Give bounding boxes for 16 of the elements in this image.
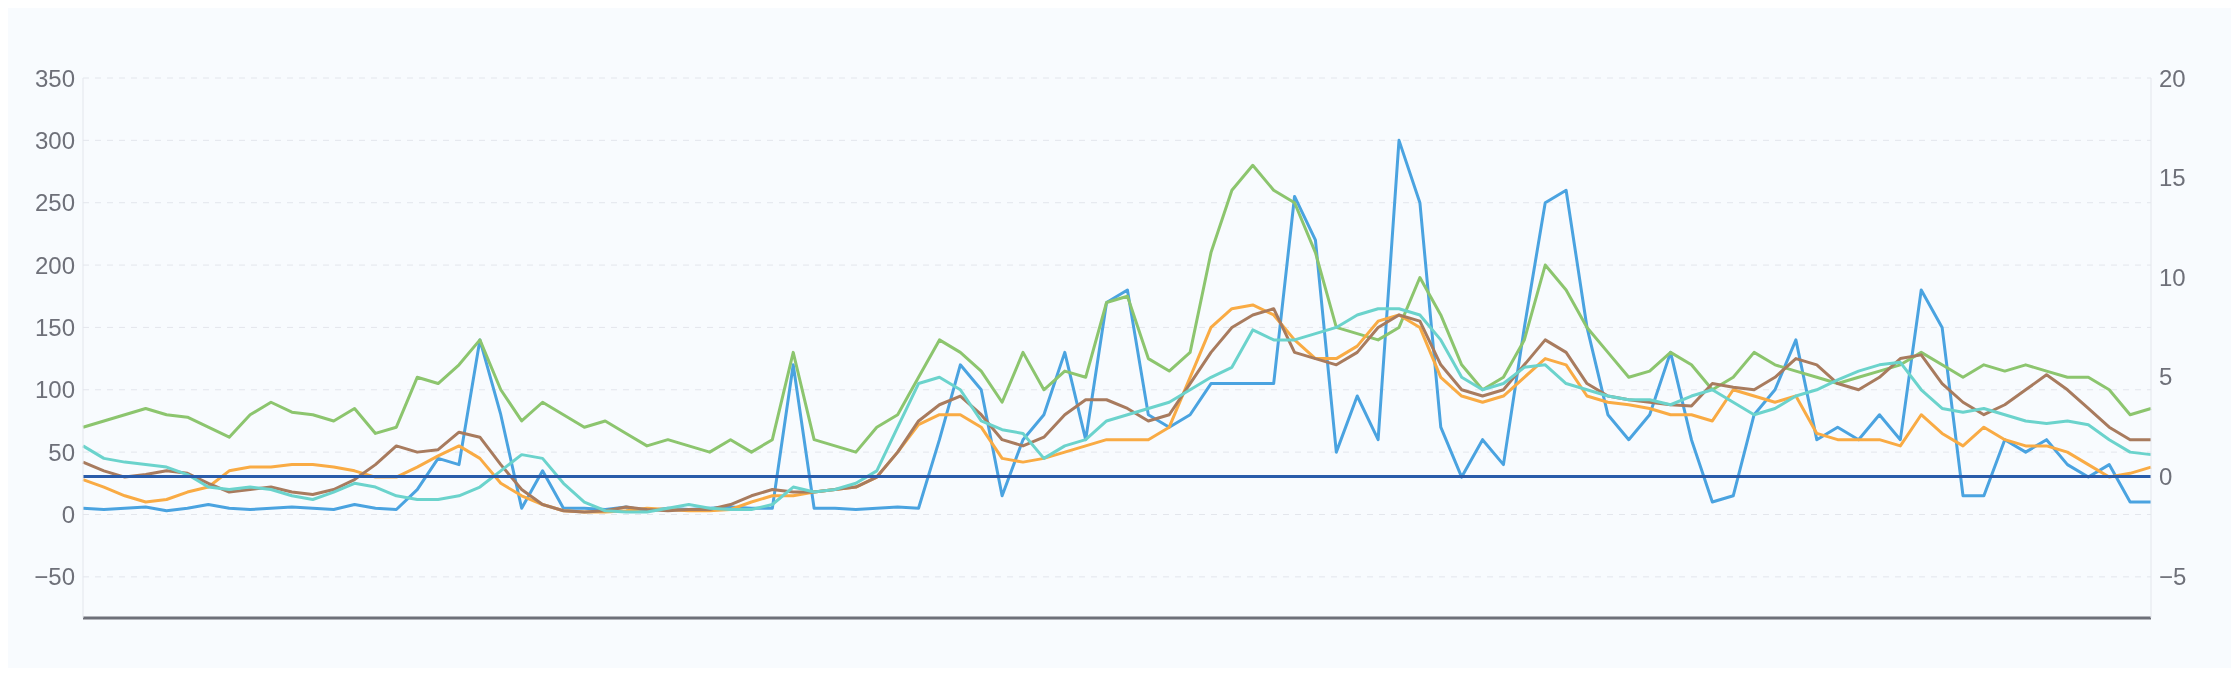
y2-tick-label: 20 <box>2159 64 2186 92</box>
y-tick-label: 0 <box>61 501 75 529</box>
y-tick-label: 250 <box>34 189 75 217</box>
y-tick-label: 300 <box>34 126 75 154</box>
y-tick-label: 150 <box>34 313 75 341</box>
y2-tick-label: 15 <box>2159 164 2186 192</box>
y-tick-label: −50 <box>34 563 75 591</box>
y2-tick-label: 0 <box>2159 463 2173 491</box>
y2-tick-label: 5 <box>2159 363 2173 391</box>
y-tick-label: 50 <box>48 438 75 466</box>
y2-tick-label: 10 <box>2159 263 2186 291</box>
y2-tick-label: −5 <box>2159 562 2187 590</box>
y-tick-label: 200 <box>34 251 75 279</box>
line-series <box>81 163 2153 454</box>
y-tick-label: 350 <box>34 64 75 92</box>
y-tick-label: 100 <box>34 376 75 404</box>
